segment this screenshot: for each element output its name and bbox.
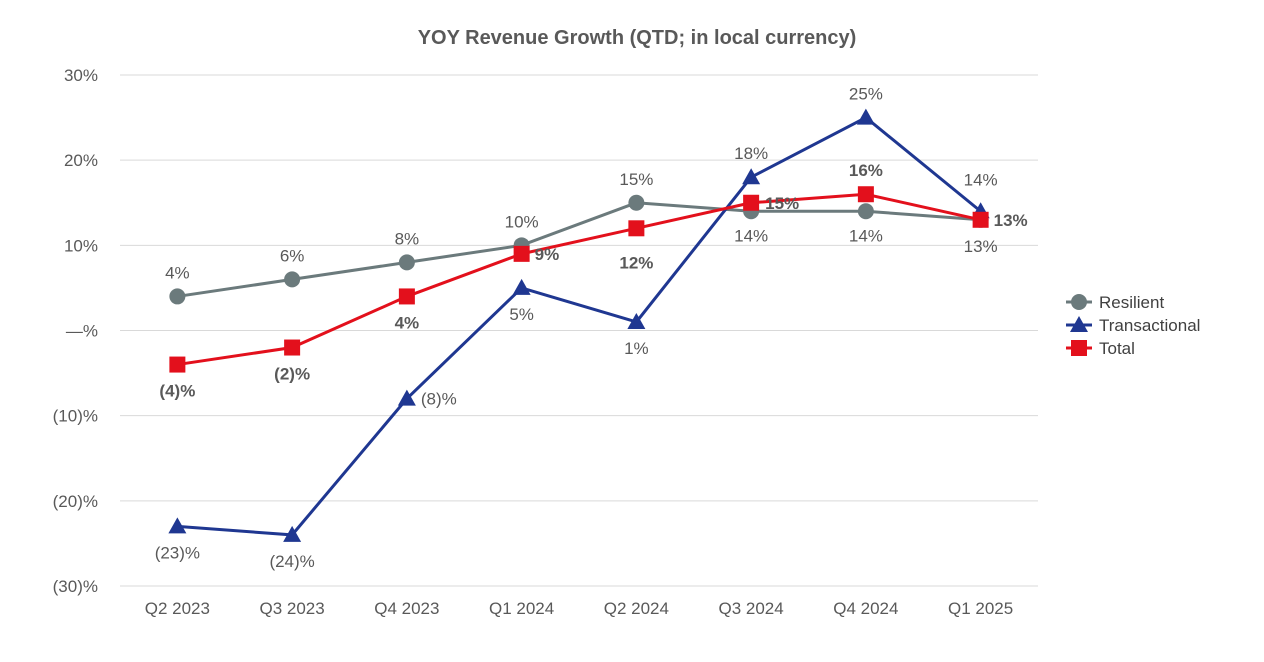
y-tick-label: —%: [66, 322, 98, 341]
series-line: [177, 115, 982, 537]
data-label: 4%: [165, 263, 190, 282]
plot-area: 4% 6% 8% 10% 15% 14% 14% 13% (23)% (24)% (8)% 5% 1% 1…: [155, 85, 1028, 571]
x-tick-label: Q3 2023: [260, 599, 325, 618]
legend-marker: [1071, 294, 1087, 310]
data-point: [857, 186, 874, 203]
data-point: [512, 278, 531, 295]
y-tick-label: (30)%: [53, 577, 98, 596]
y-axis: 30% 20% 10% —% (10)% (20)% (30)%: [53, 66, 98, 596]
data-label: 14%: [734, 226, 768, 245]
x-tick-label: Q4 2023: [374, 599, 439, 618]
data-label: 6%: [280, 246, 305, 265]
gridlines: [120, 74, 1038, 587]
data-label: 4%: [395, 313, 420, 332]
y-tick-label: (10)%: [53, 407, 98, 426]
data-label: 1%: [624, 339, 649, 358]
data-point: [169, 356, 186, 373]
series-resilient: [169, 194, 989, 305]
data-point: [742, 168, 761, 185]
data-label: 12%: [619, 253, 653, 272]
data-point: [628, 194, 645, 211]
data-label: (23)%: [155, 543, 200, 562]
data-label: 16%: [849, 161, 883, 180]
legend: Resilient Transactional Total: [1066, 293, 1200, 358]
data-label: 15%: [765, 194, 799, 213]
data-label: 14%: [964, 170, 998, 189]
legend-label: Transactional: [1099, 316, 1200, 335]
data-label: 8%: [395, 229, 420, 248]
data-labels-total: (4)% (2)% 4% 9% 12% 15% 16% 13%: [159, 161, 1027, 400]
legend-item-total: Total: [1066, 339, 1135, 358]
data-label: 18%: [734, 144, 768, 163]
x-tick-label: Q4 2024: [833, 599, 898, 618]
x-axis: Q2 2023 Q3 2023 Q4 2023 Q1 2024 Q2 2024 Q3 20…: [145, 599, 1013, 618]
data-point: [168, 517, 187, 534]
data-point: [972, 211, 989, 228]
data-point: [857, 203, 874, 220]
legend-item-resilient: Resilient: [1066, 293, 1164, 312]
y-tick-label: 30%: [64, 66, 98, 85]
data-label: 25%: [849, 85, 883, 104]
x-tick-label: Q1 2025: [948, 599, 1013, 618]
data-labels-transactional: (23)% (24)% (8)% 5% 1% 18% 25% 14%: [155, 85, 998, 571]
data-point: [169, 288, 186, 305]
legend-marker: [1071, 340, 1087, 356]
x-tick-label: Q1 2024: [489, 599, 554, 618]
data-label: 5%: [509, 305, 534, 324]
data-label: (4)%: [159, 382, 195, 401]
y-tick-label: 20%: [64, 151, 98, 170]
data-labels-resilient: 4% 6% 8% 10% 15% 14% 14% 13%: [165, 170, 998, 283]
x-tick-label: Q2 2023: [145, 599, 210, 618]
data-point: [284, 339, 301, 356]
legend-label: Total: [1099, 339, 1135, 358]
data-point: [627, 312, 646, 329]
data-point: [284, 271, 301, 288]
data-point: [513, 245, 530, 262]
legend-item-transactional: Transactional: [1066, 316, 1200, 335]
data-label: 13%: [964, 237, 998, 256]
legend-marker: [1070, 316, 1088, 332]
data-point: [856, 108, 875, 125]
data-label: 15%: [619, 170, 653, 189]
x-tick-label: Q3 2024: [719, 599, 784, 618]
data-label: 14%: [849, 226, 883, 245]
x-tick-label: Q2 2024: [604, 599, 669, 618]
chart-title: YOY Revenue Growth (QTD; in local curren…: [418, 27, 857, 49]
data-label: 9%: [535, 245, 560, 264]
legend-label: Resilient: [1099, 293, 1164, 312]
data-point: [628, 220, 645, 237]
series-line: [177, 192, 981, 367]
data-point: [398, 254, 415, 271]
data-label: (2)%: [274, 365, 310, 384]
data-label: 10%: [505, 212, 539, 231]
series-total: [169, 186, 989, 373]
data-point: [398, 288, 415, 305]
data-label: (24)%: [269, 552, 314, 571]
y-tick-label: 10%: [64, 236, 98, 255]
data-point: [397, 389, 416, 406]
data-point: [743, 194, 760, 211]
series-line: [177, 201, 981, 298]
data-label: 13%: [994, 211, 1028, 230]
y-tick-label: (20)%: [53, 492, 98, 511]
data-point: [283, 525, 302, 542]
data-label: (8)%: [421, 390, 457, 409]
